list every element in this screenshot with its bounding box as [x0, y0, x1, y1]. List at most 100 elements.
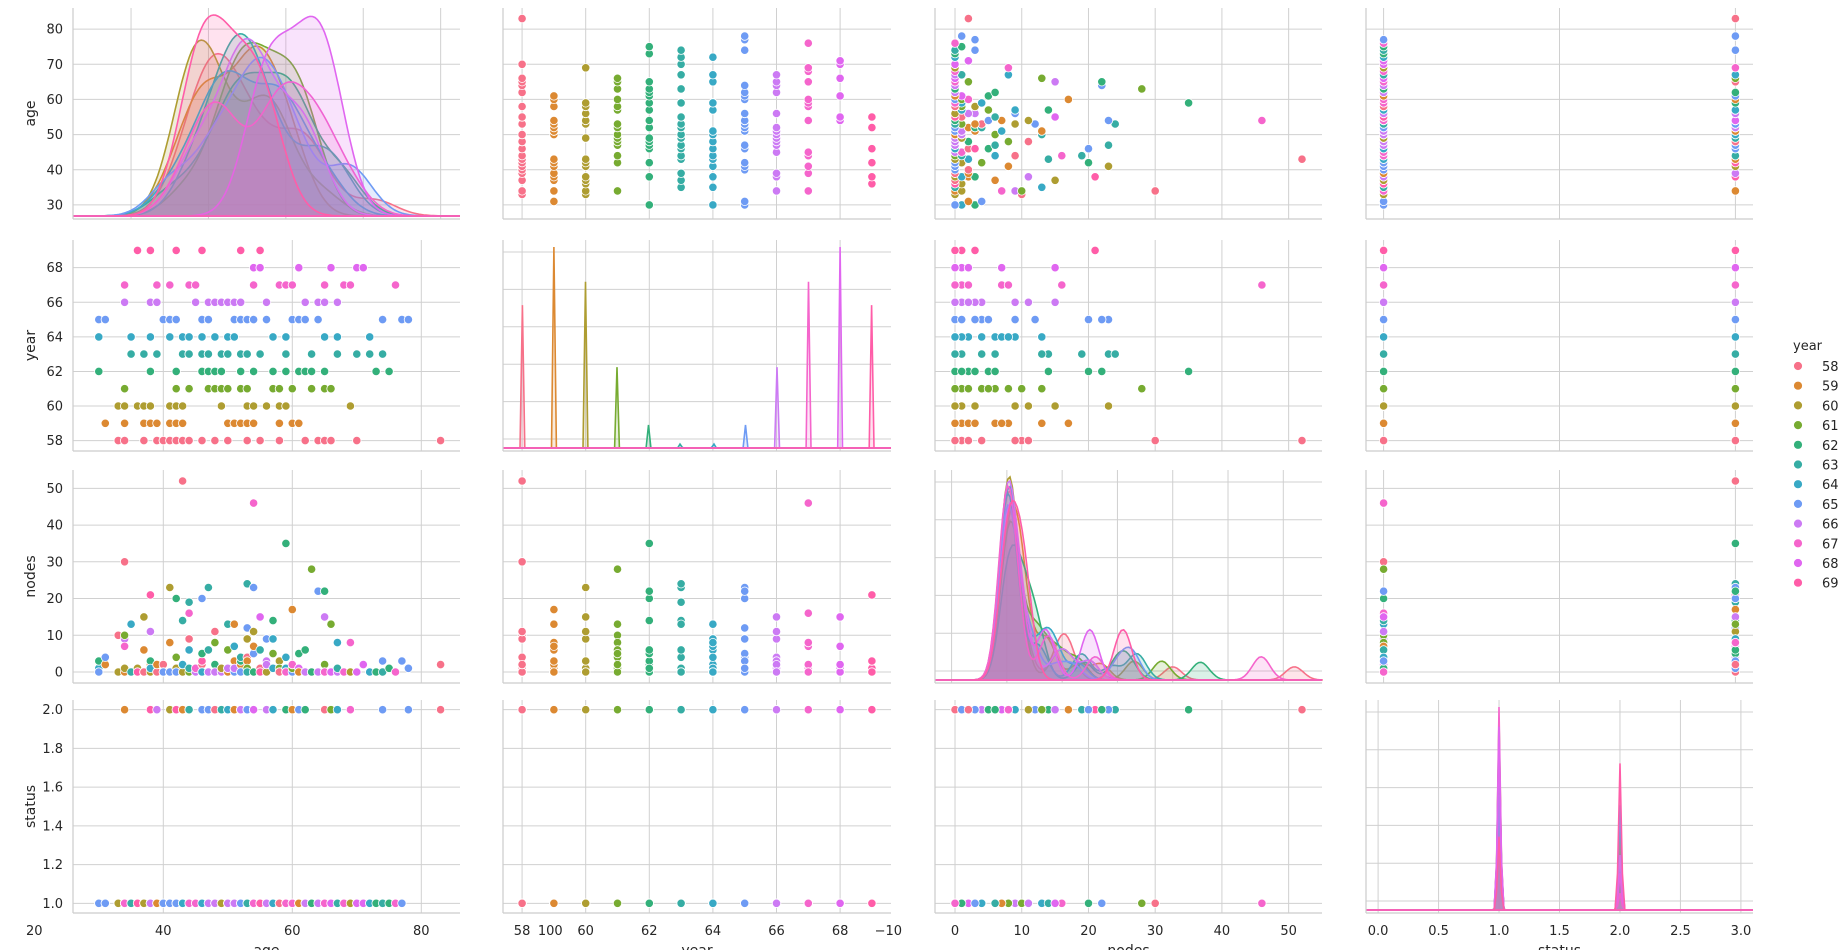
kde-curve-65: [503, 424, 891, 449]
scatter-point: [740, 108, 750, 119]
scatter-point: [249, 280, 259, 290]
scatter-point: [997, 186, 1007, 196]
scatter-point: [950, 384, 960, 394]
scatter-point: [184, 645, 194, 655]
scatter-point: [1023, 172, 1034, 182]
scatter-point: [1150, 186, 1160, 196]
scatter-point: [210, 637, 220, 648]
scatter-point: [1037, 705, 1047, 715]
grid: [73, 470, 460, 683]
scatter-point: [803, 898, 813, 908]
scatter-point: [581, 63, 591, 73]
grid: [1366, 240, 1753, 451]
scatter-point: [1017, 384, 1027, 394]
scatter-point: [803, 63, 813, 73]
scatter-point: [549, 115, 559, 126]
scatter-point: [1730, 280, 1741, 290]
scatter-point: [120, 280, 130, 290]
scatter-point: [517, 130, 527, 140]
scatter-point: [1379, 626, 1389, 637]
scatter-point: [319, 280, 330, 290]
scatter-point: [581, 98, 591, 108]
scatter-point: [1037, 182, 1047, 192]
scatter-point: [371, 366, 381, 376]
scatter-point: [261, 401, 272, 411]
scatter-point: [152, 418, 162, 428]
scatter-point: [1010, 435, 1020, 446]
y-tick-label: 10: [46, 629, 63, 644]
scatter-point: [1037, 384, 1047, 394]
x-tick-label: 62: [641, 924, 658, 939]
scatter-point: [676, 705, 686, 715]
scatter-point: [100, 314, 110, 325]
scatter-point: [1379, 349, 1389, 359]
scatter-point: [612, 151, 623, 161]
scatter-point: [294, 263, 304, 273]
scatter-point: [1137, 898, 1147, 908]
scatter-point: [1003, 280, 1014, 290]
scatter-point: [581, 705, 591, 715]
scatter-point: [740, 898, 750, 908]
scatter-point: [306, 349, 317, 359]
scatter-point: [644, 898, 654, 908]
legend-marker-59: [1793, 380, 1803, 391]
scatter-point: [1037, 73, 1047, 83]
scatter-point: [203, 645, 213, 655]
scatter-point: [1010, 297, 1020, 307]
scatter-point: [1137, 384, 1147, 394]
scatter-point: [165, 637, 175, 648]
scatter-point: [835, 56, 845, 66]
scatter-point: [300, 435, 310, 446]
scatter-point: [977, 349, 987, 359]
x-tick-label: 64: [705, 924, 722, 939]
scatter-point: [676, 619, 686, 629]
scatter-point: [229, 641, 239, 651]
scatter-point: [1050, 112, 1060, 122]
scatter-point: [1730, 586, 1741, 596]
scatter-point: [435, 435, 446, 446]
scatter-point: [223, 349, 233, 359]
panel-year-vs-nodes: [934, 240, 1322, 452]
kde-curve-66: [503, 367, 891, 449]
y-tick-label: 68: [46, 261, 63, 276]
scatter-point: [581, 154, 591, 164]
scatter-point: [549, 641, 559, 651]
scatter-point: [803, 186, 813, 196]
scatter-point: [835, 659, 845, 670]
scatter-point: [676, 597, 686, 607]
y-tick-label: 30: [46, 555, 63, 570]
scatter-point: [1083, 158, 1094, 168]
scatter-point: [549, 186, 559, 196]
scatter-point: [970, 366, 980, 376]
scatter-point: [139, 435, 149, 446]
scatter-point: [1010, 119, 1020, 129]
scatter-point: [963, 14, 974, 24]
scatter-point: [197, 593, 207, 604]
scatter-point: [517, 73, 527, 83]
y-tick-label: 58: [46, 434, 63, 449]
legend-marker-64: [1793, 479, 1803, 490]
scatter-point: [549, 619, 559, 629]
legend: year 58 59 60 61 62 63 64 65 66 67 68 69: [1793, 339, 1839, 592]
scatter-point: [950, 898, 960, 908]
scatter-point: [740, 634, 750, 644]
legend-label-59: 59: [1822, 380, 1839, 395]
scatter-point: [517, 101, 527, 112]
scatter-point: [1003, 332, 1014, 342]
scatter-point: [957, 31, 967, 41]
grid: [935, 240, 1322, 451]
scatter-point: [708, 898, 718, 908]
scatter-point: [268, 705, 278, 715]
scatter-point: [326, 435, 336, 446]
scatter-point: [1083, 705, 1094, 715]
y-tick-label: 2.0: [42, 703, 63, 718]
scatter-point: [281, 401, 291, 411]
scatter-point: [345, 637, 355, 648]
grid: [73, 700, 460, 913]
scatter-point: [171, 652, 181, 662]
scatter-point: [708, 667, 718, 677]
scatter-point: [950, 332, 960, 342]
scatter-point: [581, 656, 591, 666]
scatter-point: [145, 245, 155, 255]
scatter-point: [236, 245, 246, 255]
